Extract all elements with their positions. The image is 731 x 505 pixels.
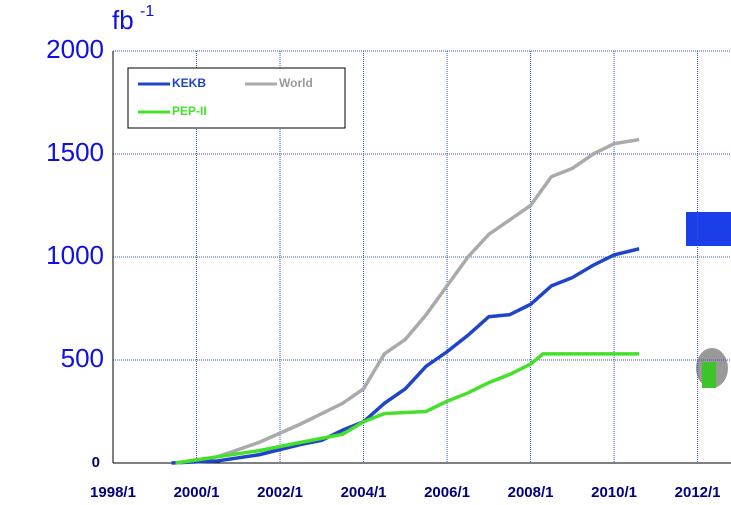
y-tick-label: 2000 <box>46 34 104 64</box>
legend-label: World <box>279 76 313 90</box>
series-line <box>175 137 640 465</box>
x-tick-label: 2000/1 <box>174 484 220 501</box>
y-tick-label: 1000 <box>46 240 104 270</box>
y-tick-label: 500 <box>61 343 104 373</box>
belle-logo <box>686 212 731 246</box>
x-tick-label: 2012/1 <box>675 484 721 501</box>
x-tick-label: 2006/1 <box>424 484 470 501</box>
y-unit: fb <box>112 5 134 35</box>
x-tick-label: 2004/1 <box>341 484 387 501</box>
legend-box <box>127 67 346 129</box>
y-tick-label: 1500 <box>46 137 104 167</box>
series-line <box>175 352 640 465</box>
y-unit-exponent: -1 <box>140 3 154 20</box>
x-tick-label: 1998/1 <box>90 484 136 501</box>
series-line <box>171 247 640 465</box>
babar-coat <box>702 362 716 388</box>
legend-label: PEP-II <box>172 104 207 118</box>
x-tick-label: 2008/1 <box>508 484 554 501</box>
x-tick-label: 2010/1 <box>591 484 637 501</box>
legend-label: KEKB <box>172 76 206 90</box>
x-tick-label: 2002/1 <box>257 484 303 501</box>
y-tick-label: 0 <box>92 454 100 471</box>
